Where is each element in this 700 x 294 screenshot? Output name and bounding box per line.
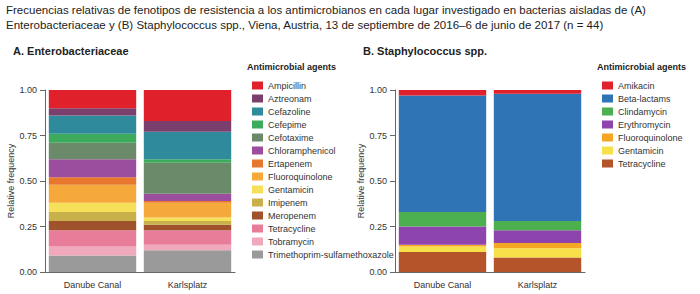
- svg-text:Karlsplatz: Karlsplatz: [518, 280, 558, 290]
- svg-text:0.50: 0.50: [19, 176, 37, 186]
- svg-text:Fluoroquinolone: Fluoroquinolone: [618, 133, 683, 143]
- svg-text:A. Enterobacteriaceae: A. Enterobacteriaceae: [13, 45, 129, 57]
- svg-text:Relative frequency: Relative frequency: [356, 143, 366, 218]
- svg-text:Danube Canal: Danube Canal: [414, 280, 472, 290]
- svg-text:0.50: 0.50: [369, 176, 387, 186]
- svg-text:Trimethoprim-sulfamethoxazole: Trimethoprim-sulfamethoxazole: [268, 250, 394, 260]
- svg-text:Chloramphenicol: Chloramphenicol: [268, 146, 336, 156]
- svg-text:B. Staphylococcus spp.: B. Staphylococcus spp.: [363, 45, 487, 57]
- svg-text:Amikacin: Amikacin: [618, 81, 655, 91]
- svg-text:Erythromycin: Erythromycin: [618, 120, 671, 130]
- svg-text:Antimicrobial agents: Antimicrobial agents: [597, 62, 686, 72]
- svg-text:Meropenem: Meropenem: [268, 211, 316, 221]
- svg-text:Clindamycin: Clindamycin: [618, 107, 667, 117]
- svg-text:Cefazoline: Cefazoline: [268, 107, 311, 117]
- svg-text:0.75: 0.75: [19, 131, 37, 141]
- svg-text:1.00: 1.00: [19, 85, 37, 95]
- svg-text:0.25: 0.25: [369, 222, 387, 232]
- svg-text:Antimicrobial agents: Antimicrobial agents: [247, 62, 336, 72]
- svg-text:Gentamicin: Gentamicin: [268, 185, 314, 195]
- svg-text:Tobramycin: Tobramycin: [268, 237, 314, 247]
- svg-text:Ampicillin: Ampicillin: [268, 81, 306, 91]
- svg-text:Relative frequency: Relative frequency: [6, 143, 16, 218]
- html-text:Frecuencias relativas de fenot: Frecuencias relativas de fenotipos de re…: [6, 4, 646, 31]
- svg-text:Fluoroquinolone: Fluoroquinolone: [268, 172, 333, 182]
- svg-text:Karlsplatz: Karlsplatz: [168, 280, 208, 290]
- svg-text:Cefotaxime: Cefotaxime: [268, 133, 314, 143]
- svg-text:0.25: 0.25: [19, 222, 37, 232]
- svg-text:0.75: 0.75: [369, 131, 387, 141]
- svg-text:Cefepime: Cefepime: [268, 120, 307, 130]
- svg-text:Ertapenem: Ertapenem: [268, 159, 312, 169]
- svg-text:1.00: 1.00: [369, 85, 387, 95]
- svg-text:0.00: 0.00: [369, 267, 387, 277]
- svg-text:Beta-lactams: Beta-lactams: [618, 94, 671, 104]
- svg-text:Aztreonam: Aztreonam: [268, 94, 312, 104]
- svg-text:Danube Canal: Danube Canal: [64, 280, 122, 290]
- svg-text:0.00: 0.00: [19, 267, 37, 277]
- svg-text:Imipenem: Imipenem: [268, 198, 308, 208]
- svg-text:Gentamicin: Gentamicin: [618, 146, 664, 156]
- svg-text:Tetracycline: Tetracycline: [618, 159, 666, 169]
- svg-text:Tetracycline: Tetracycline: [268, 224, 316, 234]
